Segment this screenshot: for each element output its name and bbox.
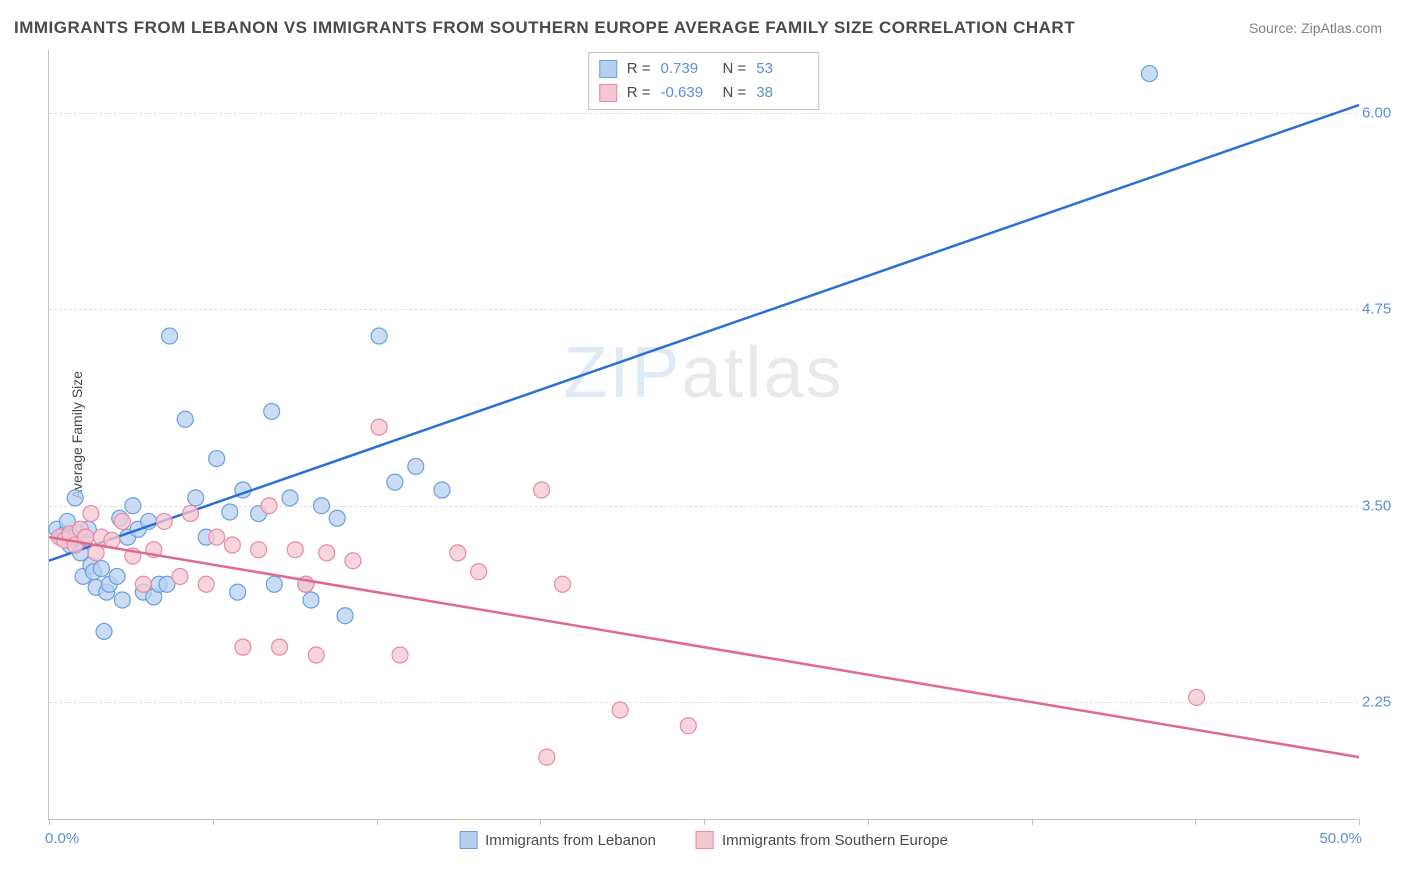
- x-tick-mark: [1032, 819, 1033, 825]
- legend-item: Immigrants from Lebanon: [459, 831, 656, 849]
- legend-swatch: [459, 831, 477, 849]
- y-tick-label: 3.50: [1362, 497, 1406, 514]
- x-tick-mark: [1195, 819, 1196, 825]
- legend-swatch: [696, 831, 714, 849]
- scatter-point: [224, 537, 240, 553]
- scatter-point: [434, 482, 450, 498]
- x-tick-mark: [868, 819, 869, 825]
- scatter-point: [392, 647, 408, 663]
- scatter-point: [135, 576, 151, 592]
- plot-area: Average Family Size ZIPatlas 2.253.504.7…: [48, 50, 1358, 820]
- chart-svg: [49, 50, 1358, 819]
- scatter-point: [264, 403, 280, 419]
- x-tick-mark: [49, 819, 50, 825]
- x-tick-mark: [213, 819, 214, 825]
- scatter-point: [114, 513, 130, 529]
- scatter-point: [162, 328, 178, 344]
- scatter-point: [235, 639, 251, 655]
- legend-label: Immigrants from Lebanon: [485, 832, 656, 849]
- scatter-point: [1189, 689, 1205, 705]
- scatter-point: [319, 545, 335, 561]
- scatter-point: [612, 702, 628, 718]
- scatter-point: [188, 490, 204, 506]
- scatter-point: [182, 506, 198, 522]
- x-tick-mark: [1359, 819, 1360, 825]
- y-tick-label: 4.75: [1362, 301, 1406, 318]
- chart-title: IMMIGRANTS FROM LEBANON VS IMMIGRANTS FR…: [14, 18, 1075, 38]
- scatter-point: [555, 576, 571, 592]
- scatter-point: [222, 504, 238, 520]
- legend-label: Immigrants from Southern Europe: [722, 832, 948, 849]
- scatter-point: [337, 608, 353, 624]
- scatter-point: [96, 623, 112, 639]
- scatter-point: [371, 328, 387, 344]
- trend-line: [49, 105, 1359, 561]
- scatter-point: [93, 561, 109, 577]
- scatter-point: [177, 411, 193, 427]
- x-tick-mark: [704, 819, 705, 825]
- scatter-point: [198, 576, 214, 592]
- x-axis-max-label: 50.0%: [1319, 830, 1362, 847]
- y-tick-label: 2.25: [1362, 694, 1406, 711]
- scatter-point: [345, 553, 361, 569]
- scatter-point: [209, 451, 225, 467]
- scatter-point: [282, 490, 298, 506]
- scatter-point: [303, 592, 319, 608]
- scatter-point: [387, 474, 403, 490]
- bottom-legend: Immigrants from Lebanon Immigrants from S…: [459, 831, 948, 849]
- source-label: Source: ZipAtlas.com: [1249, 20, 1382, 36]
- scatter-point: [230, 584, 246, 600]
- scatter-point: [114, 592, 130, 608]
- scatter-point: [534, 482, 550, 498]
- scatter-point: [266, 576, 282, 592]
- x-tick-mark: [540, 819, 541, 825]
- scatter-point: [156, 513, 172, 529]
- scatter-point: [313, 498, 329, 514]
- scatter-point: [83, 506, 99, 522]
- scatter-point: [329, 510, 345, 526]
- scatter-point: [287, 542, 303, 558]
- legend-item: Immigrants from Southern Europe: [696, 831, 948, 849]
- scatter-point: [261, 498, 277, 514]
- scatter-point: [371, 419, 387, 435]
- scatter-point: [125, 498, 141, 514]
- scatter-point: [1141, 66, 1157, 82]
- x-tick-mark: [377, 819, 378, 825]
- scatter-point: [680, 718, 696, 734]
- scatter-point: [209, 529, 225, 545]
- y-tick-label: 6.00: [1362, 104, 1406, 121]
- scatter-point: [450, 545, 466, 561]
- scatter-point: [109, 568, 125, 584]
- scatter-point: [308, 647, 324, 663]
- scatter-point: [251, 542, 267, 558]
- scatter-point: [408, 458, 424, 474]
- scatter-point: [539, 749, 555, 765]
- scatter-point: [172, 568, 188, 584]
- scatter-point: [272, 639, 288, 655]
- scatter-point: [67, 490, 83, 506]
- scatter-point: [471, 564, 487, 580]
- x-axis-min-label: 0.0%: [45, 830, 79, 847]
